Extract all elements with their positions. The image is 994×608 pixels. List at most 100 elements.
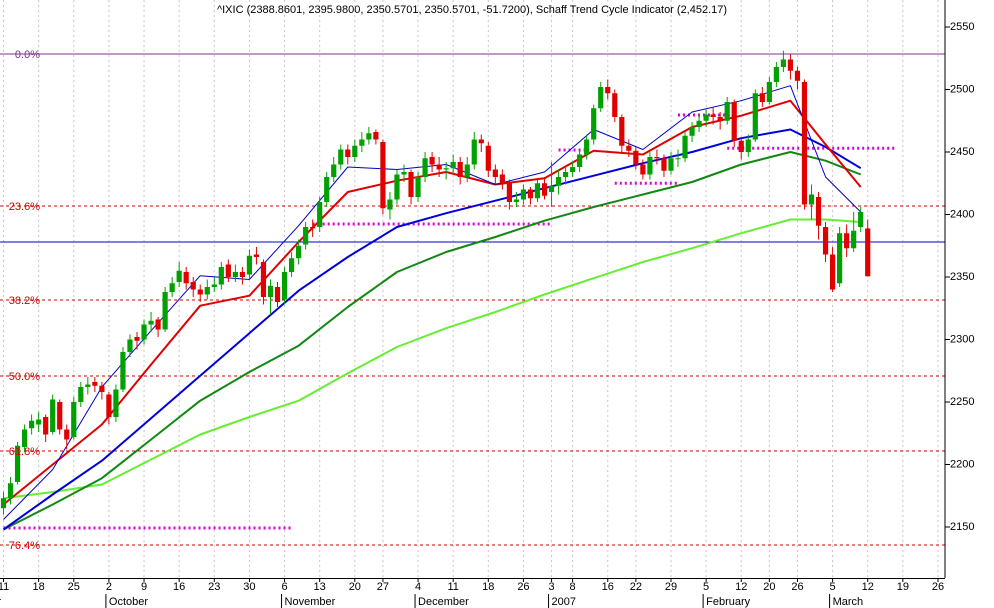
chart-title: ^IXIC (2388.8601, 2395.9800, 2350.5701, … — [217, 4, 727, 16]
candle-body — [211, 284, 217, 287]
candle-body — [675, 158, 681, 160]
candle-body — [773, 67, 779, 82]
candle-body — [239, 272, 245, 277]
candle-body — [619, 117, 625, 146]
candle-body — [506, 183, 512, 202]
x-tick-label: 19 — [897, 581, 909, 593]
month-label: October — [109, 596, 148, 608]
candle-body — [225, 264, 231, 277]
x-tick-label: 6 — [281, 581, 287, 593]
y-tick-label: 2500 — [950, 83, 974, 95]
x-tick-label: 18 — [33, 581, 45, 593]
fib-label: 0.0% — [15, 49, 40, 61]
candle-body — [787, 59, 794, 71]
candle-body — [851, 230, 857, 249]
candle-body — [148, 320, 154, 325]
axes-layer: 2150 2200 2250 2300 2350 2400 2450 2500 2550 11 18… — [0, 0, 974, 608]
y-tick-label: 2150 — [950, 521, 974, 533]
x-tick-label: 26 — [517, 581, 529, 593]
candle-body — [78, 387, 84, 402]
candle-body — [338, 149, 344, 165]
x-tick-label: 12 — [735, 581, 747, 593]
candle-body — [605, 87, 611, 94]
candle-body — [36, 419, 42, 425]
candle-body — [780, 59, 787, 67]
x-tick-label: 5 — [830, 581, 836, 593]
candle-body — [513, 199, 520, 202]
candle-body — [106, 394, 112, 417]
candle-body — [366, 133, 372, 140]
fib-label: 38.2% — [9, 295, 40, 307]
candle-body — [401, 172, 407, 175]
y-tick-label: 2200 — [950, 458, 974, 470]
candle-body — [204, 287, 210, 295]
candle-body — [310, 227, 316, 229]
candle-body — [752, 93, 758, 140]
candle-body — [717, 117, 723, 121]
candle-body — [92, 382, 98, 386]
candle-body — [190, 282, 196, 290]
candle-body — [815, 197, 822, 226]
month-label: February — [706, 596, 751, 608]
x-tick-label: 2 — [106, 581, 112, 593]
candle-body — [352, 145, 358, 157]
candle-body — [50, 399, 56, 432]
candle-body — [155, 319, 161, 330]
x-tick-label: 25 — [68, 581, 80, 593]
candle-body — [738, 140, 744, 152]
candle-body — [858, 212, 864, 227]
y-tick-label: 2250 — [950, 396, 974, 408]
candle-body — [296, 245, 302, 259]
candle-body — [29, 420, 35, 429]
candle-body — [21, 429, 28, 447]
x-tick-label: 12 — [862, 581, 874, 593]
candle-body — [176, 270, 182, 282]
y-tick-label: 2300 — [950, 333, 974, 345]
candle-body — [380, 142, 386, 209]
candle-body — [478, 139, 484, 144]
candle-body — [745, 139, 751, 152]
candle-body — [71, 402, 77, 437]
candle-body — [162, 292, 168, 330]
y-tick-label: 2400 — [950, 208, 974, 220]
x-tick-label: 18 — [482, 581, 494, 593]
candle-body — [520, 189, 527, 200]
x-tick-label: 9 — [141, 581, 147, 593]
candle-body — [408, 172, 414, 197]
candle-body — [555, 177, 562, 186]
candle-body — [562, 172, 569, 177]
x-tick-label: 4 — [415, 581, 421, 593]
candle-body — [837, 233, 843, 284]
candle-body — [457, 162, 463, 177]
candle-body — [197, 289, 203, 295]
candle-body — [696, 120, 702, 127]
candle-body — [703, 114, 709, 121]
candle-body — [548, 185, 555, 192]
month-label: March — [833, 596, 864, 608]
candle-body — [591, 108, 597, 140]
candle-body — [359, 139, 365, 146]
candle-body — [429, 157, 435, 165]
candle-body — [183, 272, 189, 284]
candle-body — [443, 168, 449, 170]
candle-body — [99, 385, 105, 392]
x-tick-label: 11 — [447, 581, 458, 593]
candle-body — [541, 183, 548, 196]
month-label: December — [418, 596, 469, 608]
candle-body — [492, 169, 498, 177]
candle-body — [274, 287, 281, 302]
candle-body — [570, 167, 576, 172]
candle-body — [324, 177, 330, 202]
candle-body — [808, 194, 815, 205]
x-tick-label: 29 — [665, 581, 677, 593]
candle-body — [794, 70, 801, 81]
candle-body — [710, 114, 716, 117]
x-tick-label: 26 — [932, 581, 944, 593]
plot-area — [0, 0, 945, 578]
candle-body — [654, 157, 660, 159]
candle-body — [822, 227, 829, 255]
candle-body — [464, 164, 470, 177]
candle-body — [85, 384, 91, 387]
candle-body — [246, 255, 253, 275]
